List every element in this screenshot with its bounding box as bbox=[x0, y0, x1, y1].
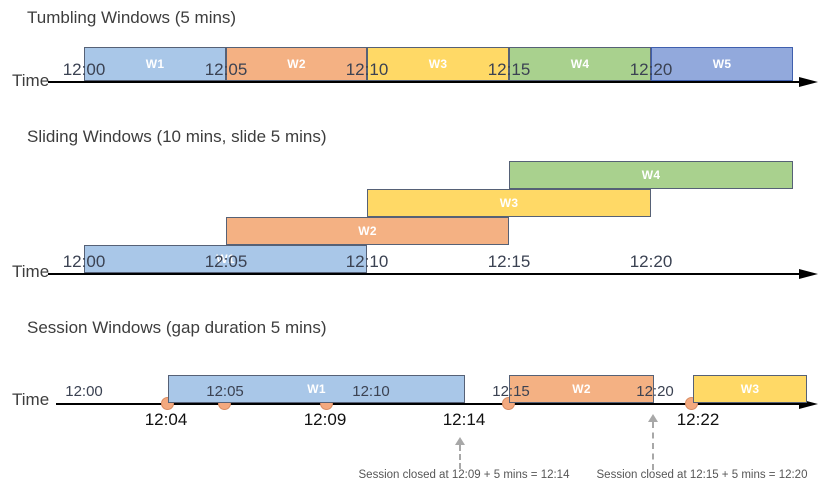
session-close-annotation: Session closed at 12:15 + 5 mins = 12:20 bbox=[596, 469, 808, 481]
window-label: W5 bbox=[712, 57, 732, 71]
axis-arrowhead-icon bbox=[799, 399, 818, 409]
window-w2: W2 bbox=[226, 47, 367, 81]
session-close-arrow-icon bbox=[455, 437, 465, 445]
section-title: Sliding Windows (10 mins, slide 5 mins) bbox=[27, 127, 327, 146]
event-time-label: 12:14 bbox=[442, 410, 486, 429]
time-tick: 12:00 bbox=[65, 383, 103, 400]
time-tick: 12:10 bbox=[345, 252, 389, 271]
axis-arrowhead-icon bbox=[799, 77, 818, 87]
window-label: W3 bbox=[428, 57, 448, 71]
time-tick: 12:05 bbox=[204, 60, 248, 79]
time-tick: 12:10 bbox=[352, 383, 390, 400]
time-axis-line bbox=[48, 273, 800, 275]
window-label: W3 bbox=[740, 382, 760, 396]
session-close-arrow-shaft bbox=[652, 422, 654, 470]
window-label: W4 bbox=[641, 168, 661, 182]
window-w5: W5 bbox=[651, 47, 793, 81]
window-w4: W4 bbox=[509, 47, 651, 81]
window-w4: W4 bbox=[509, 161, 793, 189]
window-label: W1 bbox=[145, 57, 165, 71]
window-w3: W3 bbox=[367, 47, 509, 81]
window-w1: W1 bbox=[84, 47, 226, 81]
window-w3: W3 bbox=[693, 375, 807, 403]
section-title: Tumbling Windows (5 mins) bbox=[27, 8, 237, 27]
time-tick: 12:00 bbox=[62, 252, 106, 271]
time-tick: 12:05 bbox=[206, 383, 244, 400]
window-w1: W1 bbox=[84, 245, 367, 273]
time-tick: 12:05 bbox=[204, 252, 248, 271]
window-w2: W2 bbox=[226, 217, 509, 245]
time-axis-line bbox=[48, 81, 800, 83]
axis-arrowhead-icon bbox=[799, 269, 818, 279]
window-label: W2 bbox=[572, 382, 591, 396]
time-tick: 12:15 bbox=[487, 60, 531, 79]
time-axis-line bbox=[56, 403, 800, 405]
event-time-label: 12:22 bbox=[676, 410, 720, 429]
event-time-label: 12:09 bbox=[303, 410, 347, 429]
window-label: W2 bbox=[358, 224, 377, 238]
window-w1: W1 bbox=[168, 375, 465, 403]
time-tick: 12:20 bbox=[629, 252, 673, 271]
window-label: W4 bbox=[570, 57, 590, 71]
window-label: W2 bbox=[287, 57, 306, 71]
session-close-arrow-icon bbox=[648, 414, 658, 422]
time-tick: 12:20 bbox=[629, 60, 673, 79]
section-title: Session Windows (gap duration 5 mins) bbox=[27, 318, 327, 337]
time-tick: 12:20 bbox=[636, 383, 674, 400]
window-label: W3 bbox=[499, 196, 519, 210]
time-tick: 12:00 bbox=[62, 60, 106, 79]
session-close-arrow-shaft bbox=[459, 445, 461, 469]
time-axis-label: Time bbox=[12, 262, 50, 281]
session-close-annotation: Session closed at 12:09 + 5 mins = 12:14 bbox=[358, 469, 570, 481]
time-tick: 12:10 bbox=[345, 60, 389, 79]
time-axis-label: Time bbox=[12, 390, 50, 409]
window-label: W1 bbox=[307, 382, 326, 396]
time-tick: 12:15 bbox=[487, 252, 531, 271]
time-axis-label: Time bbox=[12, 71, 50, 90]
window-w2: W2 bbox=[509, 375, 654, 403]
window-w3: W3 bbox=[367, 189, 651, 217]
time-tick: 12:15 bbox=[492, 383, 530, 400]
window-label: W1 bbox=[216, 252, 235, 266]
event-time-label: 12:04 bbox=[144, 410, 188, 429]
